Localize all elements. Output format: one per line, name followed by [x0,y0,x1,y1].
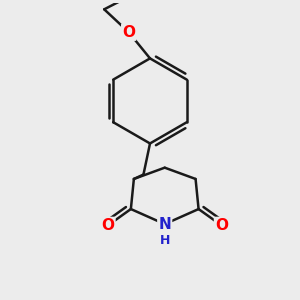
Text: H: H [160,234,170,247]
Text: O: O [101,218,115,233]
Text: N: N [158,217,171,232]
Text: O: O [215,218,228,233]
Text: O: O [122,25,135,40]
